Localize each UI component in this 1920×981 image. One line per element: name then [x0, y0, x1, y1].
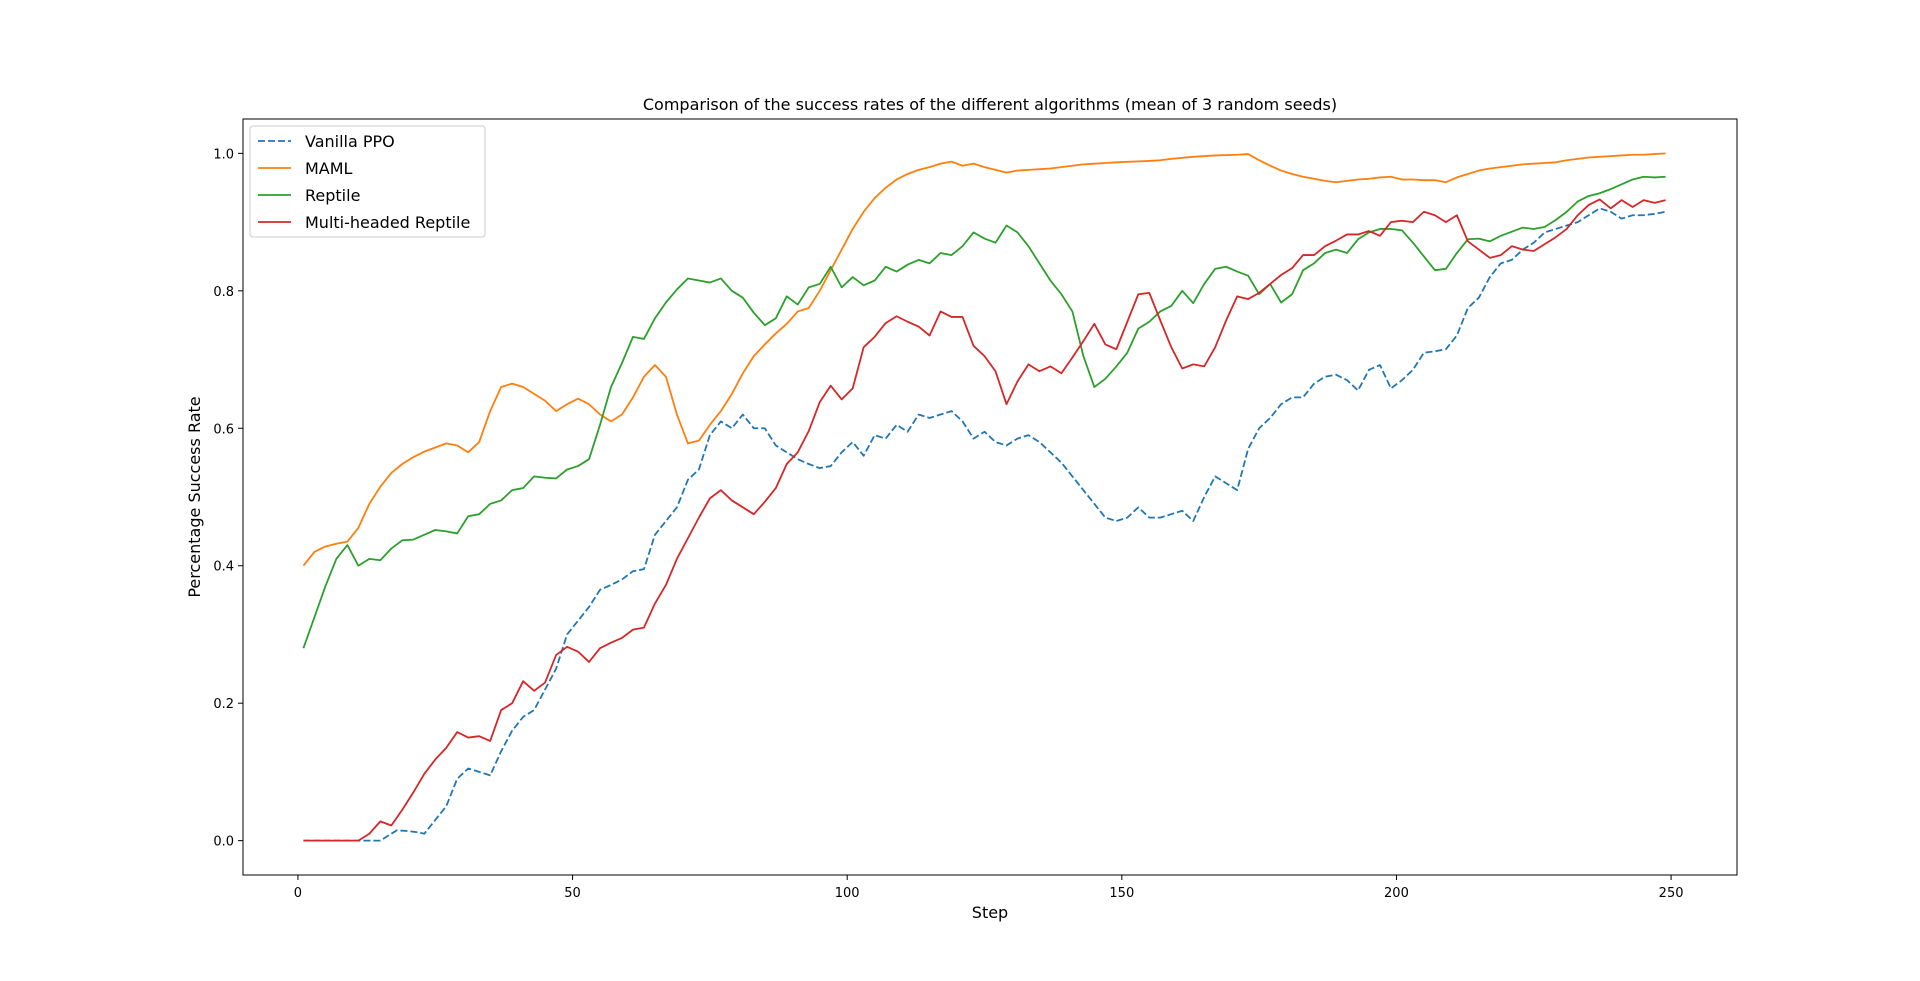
y-tick-label: 0.0 — [213, 835, 234, 850]
y-axis-label: Percentage Success Rate — [185, 396, 204, 597]
legend-label: Vanilla PPO — [305, 132, 395, 151]
x-tick-label: 50 — [564, 886, 581, 901]
x-tick-label: 250 — [1659, 886, 1684, 901]
legend-label: MAML — [305, 159, 353, 178]
legend: Vanilla PPO MAML Reptile Multi-headed Repti… — [249, 125, 486, 238]
chart-title: Comparison of the success rates of the d… — [643, 95, 1337, 114]
x-tick-label: 200 — [1384, 886, 1409, 901]
x-tick-label: 100 — [835, 886, 860, 901]
y-tick-label: 1.0 — [213, 147, 234, 162]
legend-label: Reptile — [305, 186, 360, 205]
y-tick-label: 0.4 — [213, 560, 234, 575]
legend-box — [249, 125, 486, 238]
plot-area — [302, 152, 1666, 842]
y-axis: 0.0 0.2 0.4 0.6 0.8 1.0 — [213, 147, 243, 850]
y-tick-label: 0.6 — [213, 422, 234, 437]
x-axis: 0 50 100 150 200 250 — [294, 875, 1684, 901]
x-tick-label: 150 — [1109, 886, 1134, 901]
y-tick-label: 0.8 — [213, 285, 234, 300]
plot-frame — [242, 118, 1738, 876]
legend-label: Multi-headed Reptile — [305, 213, 470, 232]
series-line-3 — [302, 175, 1666, 649]
series-line-2 — [302, 152, 1666, 567]
series-line-1 — [303, 207, 1666, 842]
x-tick-label: 0 — [294, 886, 302, 901]
y-tick-label: 0.2 — [213, 697, 234, 712]
x-axis-label: Step — [972, 903, 1008, 922]
series-line-4 — [303, 198, 1666, 842]
